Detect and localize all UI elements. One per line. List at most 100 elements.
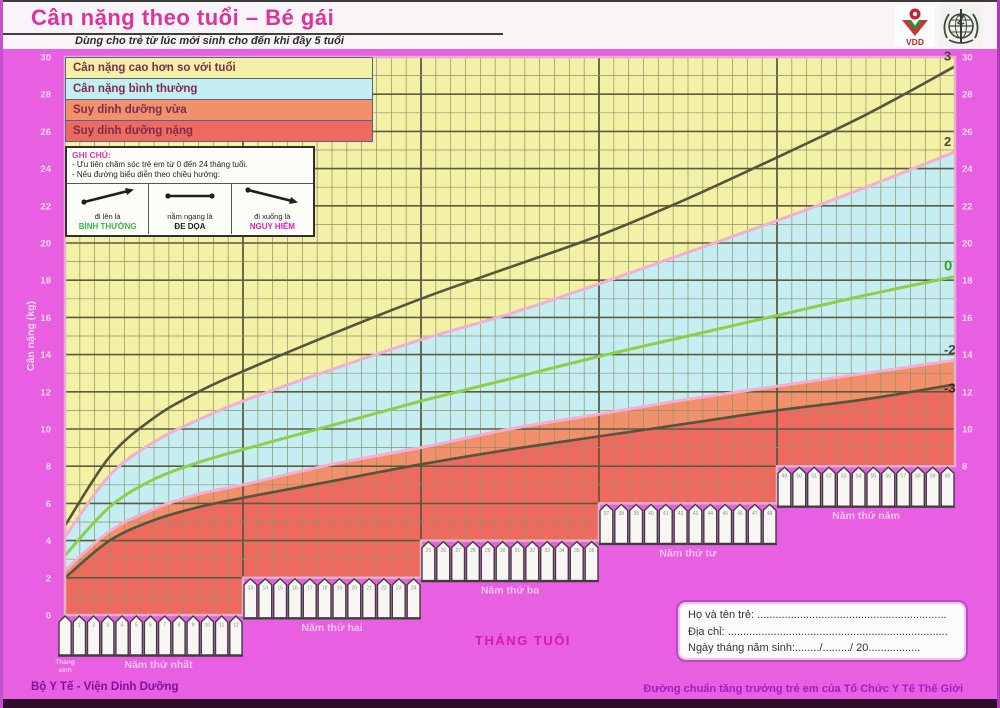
month-number: 11 — [219, 623, 224, 629]
month-number: 27 — [455, 548, 461, 554]
month-number: 16 — [292, 585, 298, 591]
y-tick-right: 20 — [962, 239, 973, 250]
form-line-birthdate: Ngày tháng năm sinh:......../........./ … — [688, 642, 921, 654]
month-number: 38 — [619, 511, 625, 517]
page-title: Cân nặng theo tuổi – Bé gái — [31, 5, 335, 30]
month-box — [391, 577, 406, 619]
month-number: 57 — [900, 474, 906, 480]
month-box — [172, 615, 186, 656]
legend-row: Cân nặng bình thường — [65, 78, 373, 100]
trend-caption: đi xuống là — [254, 211, 291, 221]
month-box — [480, 540, 495, 582]
month-box — [747, 503, 762, 545]
month-box — [86, 615, 101, 656]
y-tick-left: 10 — [40, 425, 51, 436]
month-box — [554, 540, 569, 582]
month-box — [347, 577, 362, 619]
month-number: 25 — [426, 548, 432, 554]
month-number: 28 — [470, 548, 476, 554]
month-box — [851, 466, 866, 507]
curve-zscore-3 — [63, 65, 956, 527]
month-number: 1 — [78, 623, 81, 629]
month-number: 45 — [722, 511, 728, 517]
month-number: 4 — [121, 623, 124, 629]
legend-row: Suy dinh dưỡng nặng — [65, 120, 373, 142]
month-number: 39 — [633, 511, 639, 517]
year-band-label: Năm thứ nhất — [124, 659, 193, 671]
y-tick-right: 18 — [962, 276, 973, 287]
month-number: 41 — [663, 511, 669, 517]
month-box — [465, 540, 480, 582]
month-box — [451, 540, 466, 582]
curve-label-3: 3 — [944, 48, 951, 63]
month-box — [658, 503, 673, 545]
month-number: 50 — [797, 474, 803, 480]
month-box — [925, 466, 940, 507]
month-number: 22 — [381, 585, 387, 591]
y-tick-right: 14 — [962, 350, 973, 361]
birth-month-label: Tháng — [55, 659, 75, 666]
month-box — [688, 503, 703, 545]
trend-down-column: đi xuống là NGUY HIỂM — [230, 183, 313, 234]
note-line: - Ưu tiên chăm sóc trẻ em từ 0 đến 24 th… — [72, 160, 248, 169]
month-box — [436, 540, 451, 582]
curve-label-0: 0 — [944, 258, 952, 275]
month-box — [495, 540, 510, 582]
y-tick-left: 12 — [40, 387, 51, 398]
trend-status: ĐE DỌA — [174, 221, 206, 231]
note-line: - Nếu đường biểu diễn theo chiều hướng: — [72, 170, 220, 180]
month-number: 12 — [233, 623, 239, 629]
month-number: 17 — [307, 585, 313, 591]
who-logo-icon — [939, 5, 983, 47]
legend-label: Cân nặng cao hơn so với tuổi — [73, 62, 236, 74]
month-number: 18 — [322, 585, 328, 591]
month-box — [200, 615, 215, 656]
month-box — [302, 577, 317, 619]
header-bar: Cân nặng theo tuổi – Bé gái Dùng cho trẻ… — [3, 0, 997, 49]
month-box — [614, 503, 629, 545]
y-tick-left: 30 — [40, 53, 51, 64]
month-box — [58, 615, 72, 656]
month-number: 48 — [767, 511, 773, 517]
y-tick-right: 22 — [962, 201, 973, 212]
trend-up-arrow-icon — [81, 187, 134, 205]
chart-border — [63, 55, 957, 617]
month-box — [525, 540, 540, 582]
month-box — [703, 503, 718, 545]
month-number: 37 — [604, 511, 610, 517]
month-number: 14 — [263, 585, 269, 591]
month-number: 44 — [708, 511, 714, 517]
curve-label--2: -2 — [944, 342, 956, 357]
month-number: 35 — [574, 548, 580, 554]
legend-box: Cân nặng cao hơn so với tuổi Cân nặng bì… — [65, 57, 373, 142]
year-band-label: Năm thứ ba — [481, 585, 540, 597]
y-tick-right: 26 — [962, 127, 973, 138]
trend-flat-arrow-icon — [165, 193, 215, 199]
month-number: 30 — [500, 548, 506, 554]
month-box — [881, 466, 896, 507]
month-number: 54 — [856, 474, 862, 480]
month-number: 24 — [411, 585, 417, 591]
y-tick-left: 6 — [46, 499, 51, 510]
y-tick-right: 10 — [962, 425, 973, 436]
child-info-form: Họ và tên trẻ: .........................… — [676, 600, 968, 662]
month-box — [72, 615, 87, 656]
legend-label: Suy dinh dưỡng nặng — [73, 125, 193, 137]
year-band-label: Năm thứ năm — [832, 510, 900, 522]
month-number: 51 — [811, 474, 817, 480]
month-number: 52 — [826, 474, 832, 480]
month-number: 21 — [366, 585, 372, 591]
month-number: 47 — [752, 511, 758, 517]
trend-down-arrow-icon — [245, 187, 299, 204]
trend-up-column: đi lên là BÌNH THƯỜNG — [67, 184, 148, 234]
y-tick-right: 12 — [962, 387, 973, 398]
month-number: 10 — [205, 623, 211, 629]
month-box — [718, 503, 733, 545]
y-tick-left: 8 — [46, 462, 51, 473]
y-tick-left: 22 — [40, 201, 51, 212]
month-box — [214, 615, 229, 656]
month-box — [896, 466, 911, 507]
month-box — [866, 466, 881, 507]
